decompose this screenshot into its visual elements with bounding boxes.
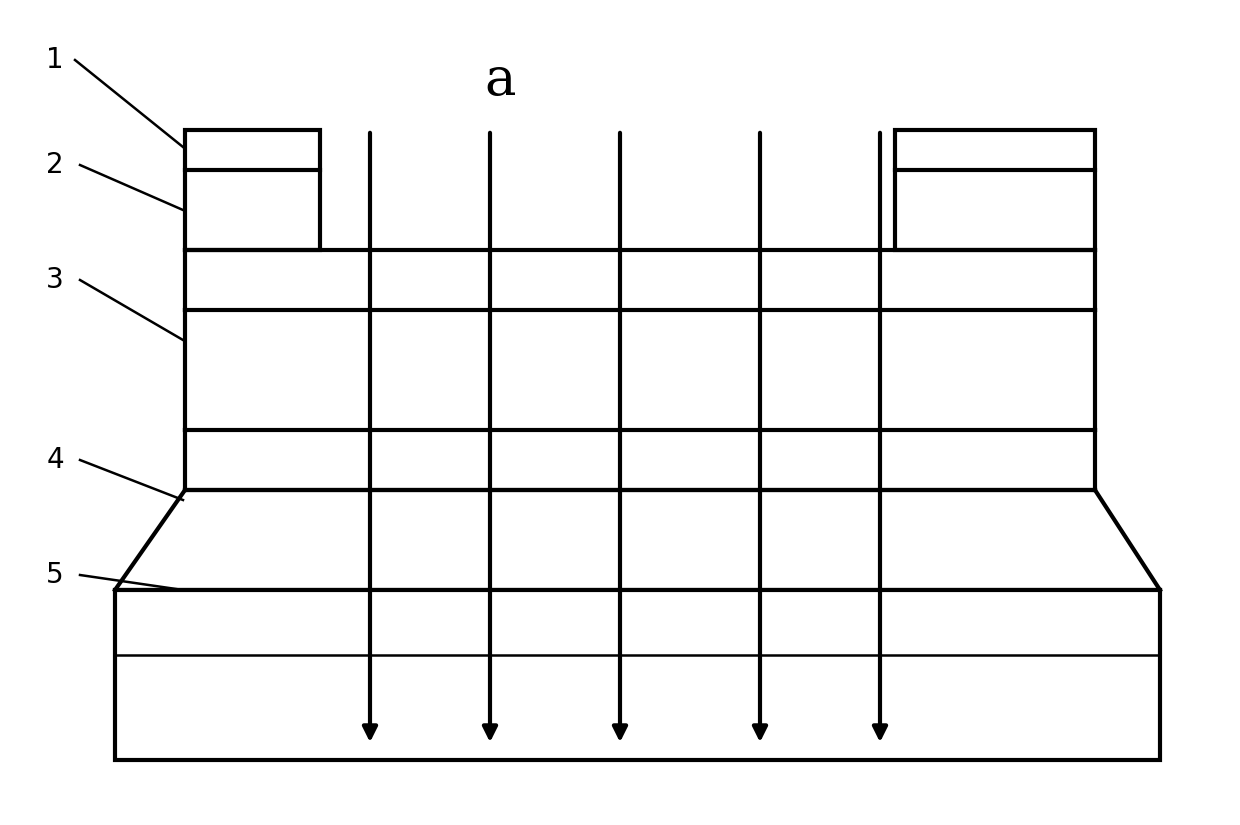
Bar xyxy=(115,590,1159,760)
Bar xyxy=(895,130,1095,250)
Text: 4: 4 xyxy=(46,446,63,474)
Text: 2: 2 xyxy=(46,151,63,179)
Bar xyxy=(185,130,320,250)
Text: 5: 5 xyxy=(46,561,63,589)
Text: 3: 3 xyxy=(46,266,64,294)
Text: 1: 1 xyxy=(46,46,63,74)
Text: a: a xyxy=(485,54,516,106)
